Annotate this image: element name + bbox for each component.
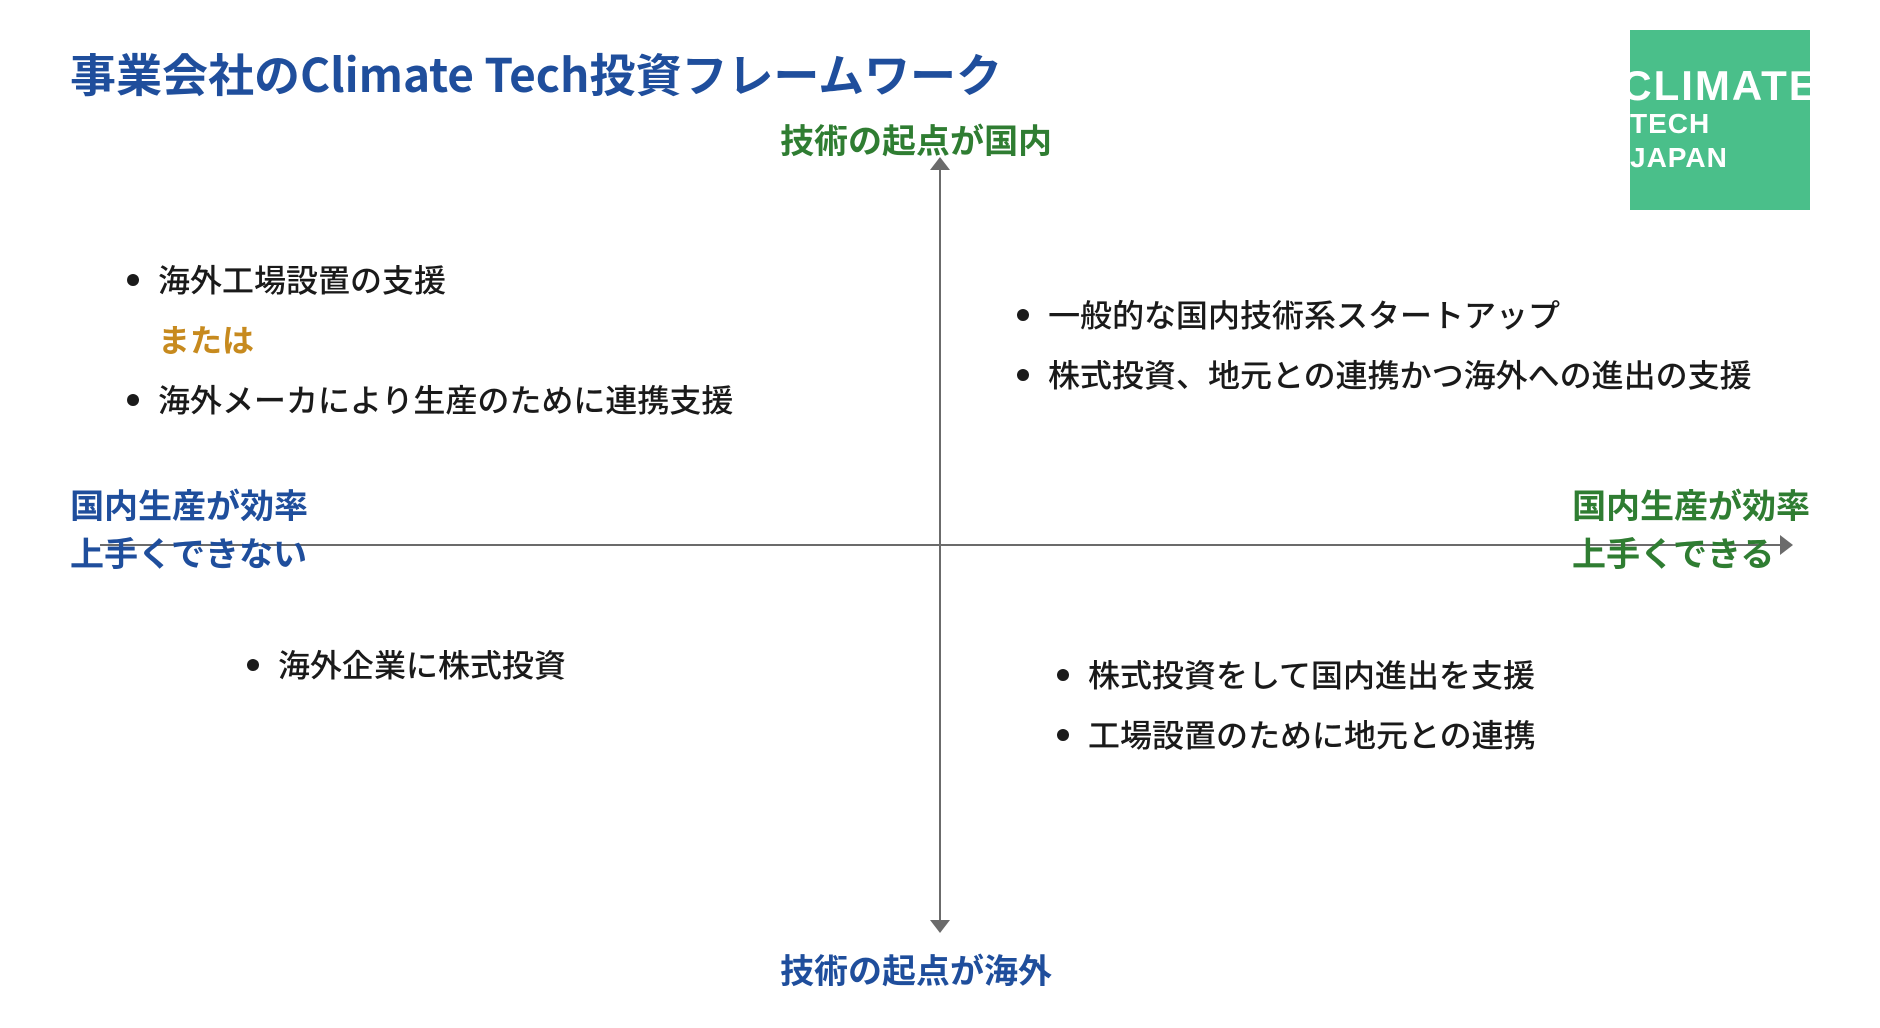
axis-arrow-down — [930, 920, 950, 933]
axis-label-right: 国内生産が効率 上手くできる — [1572, 480, 1810, 575]
axis-horizontal — [100, 544, 1780, 546]
axis-label-bottom: 技術の起点が海外 — [780, 945, 1052, 993]
slide-root: 事業会社のClimate Tech投資フレームワーク CLIMATE TECH … — [0, 0, 1880, 1028]
quadrant-bottom-left: 海外企業に株式投資 — [230, 640, 880, 700]
or-word: または — [158, 315, 890, 363]
axis-label-left: 国内生産が効率 上手くできない — [70, 480, 308, 575]
list-item: 一般的な国内技術系スタートアップ — [1048, 290, 1820, 338]
logo-line1: CLIMATE — [1621, 65, 1819, 107]
list-item: 海外工場設置の支援 — [158, 255, 890, 303]
quadrant-top-left: 海外工場設置の支援または海外メーカにより生産のために連携支援 — [110, 255, 890, 435]
quadrant-top-right: 一般的な国内技術系スタートアップ株式投資、地元との連携かつ海外への進出の支援 — [1000, 290, 1820, 410]
list-item: 株式投資、地元との連携かつ海外への進出の支援 — [1048, 350, 1820, 398]
list-item: 株式投資をして国内進出を支援 — [1088, 650, 1800, 698]
list-item: 海外メーカにより生産のために連携支援 — [158, 375, 890, 423]
axis-label-top: 技術の起点が国内 — [780, 115, 1052, 163]
slide-title: 事業会社のClimate Tech投資フレームワーク — [70, 40, 1002, 106]
logo-line2: TECH JAPAN — [1630, 107, 1810, 174]
logo-badge: CLIMATE TECH JAPAN — [1630, 30, 1810, 210]
list-item: 工場設置のために地元との連携 — [1088, 710, 1800, 758]
list-item: 海外企業に株式投資 — [278, 640, 880, 688]
quadrant-bottom-right: 株式投資をして国内進出を支援工場設置のために地元との連携 — [1040, 650, 1800, 770]
